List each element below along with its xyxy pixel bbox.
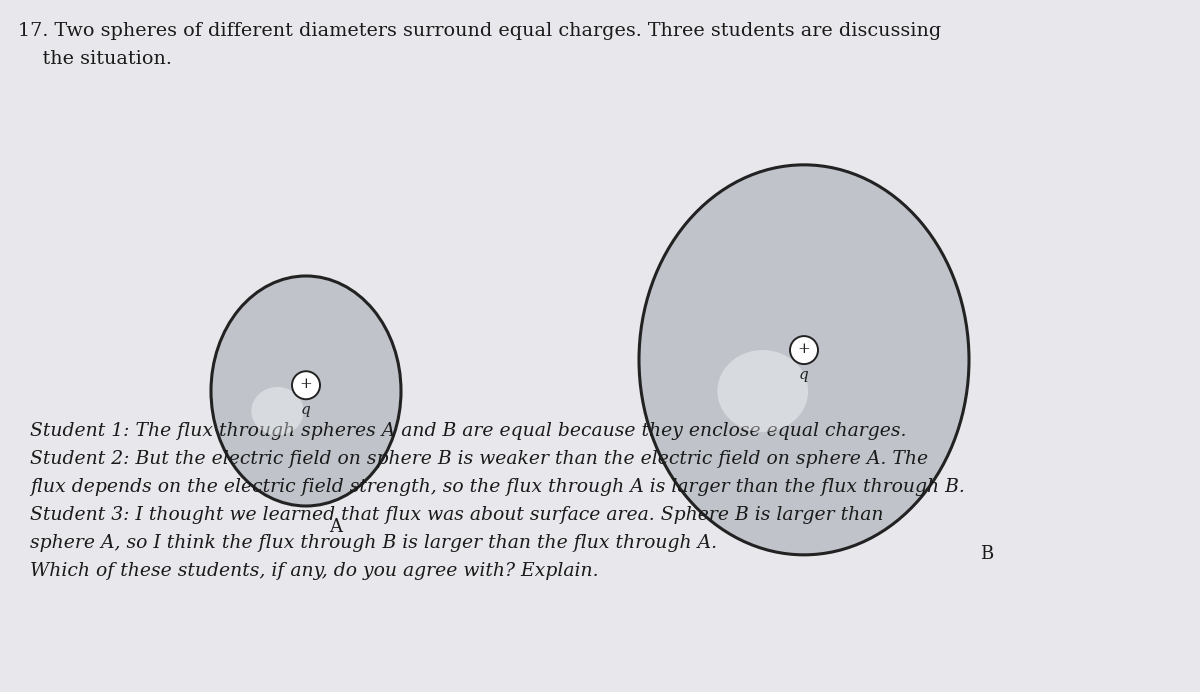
- Text: 17. Two spheres of different diameters surround equal charges. Three students ar: 17. Two spheres of different diameters s…: [18, 22, 941, 40]
- Text: flux depends on the electric field strength, so the flux through A is larger tha: flux depends on the electric field stren…: [30, 478, 965, 496]
- Text: +: +: [300, 377, 312, 391]
- Ellipse shape: [718, 350, 808, 432]
- Text: q: q: [799, 368, 809, 382]
- Circle shape: [292, 371, 320, 399]
- Ellipse shape: [640, 165, 970, 555]
- Text: q: q: [301, 403, 311, 417]
- Text: A: A: [330, 518, 342, 536]
- Ellipse shape: [211, 276, 401, 506]
- Circle shape: [790, 336, 818, 364]
- Text: Student 2: But the electric field on sphere B is weaker than the electric field : Student 2: But the electric field on sph…: [30, 450, 928, 468]
- Text: +: +: [798, 342, 810, 356]
- Text: Student 3: I thought we learned that flux was about surface area. Sphere B is la: Student 3: I thought we learned that flu…: [30, 506, 883, 524]
- Ellipse shape: [251, 387, 304, 435]
- Text: sphere A, so I think the flux through B is larger than the flux through A.: sphere A, so I think the flux through B …: [30, 534, 718, 552]
- Text: Student 1: The flux through spheres A and B are equal because they enclose equal: Student 1: The flux through spheres A an…: [30, 422, 906, 440]
- Text: Which of these students, if any, do you agree with? Explain.: Which of these students, if any, do you …: [30, 562, 599, 580]
- Text: B: B: [980, 545, 994, 563]
- Text: the situation.: the situation.: [18, 50, 172, 68]
